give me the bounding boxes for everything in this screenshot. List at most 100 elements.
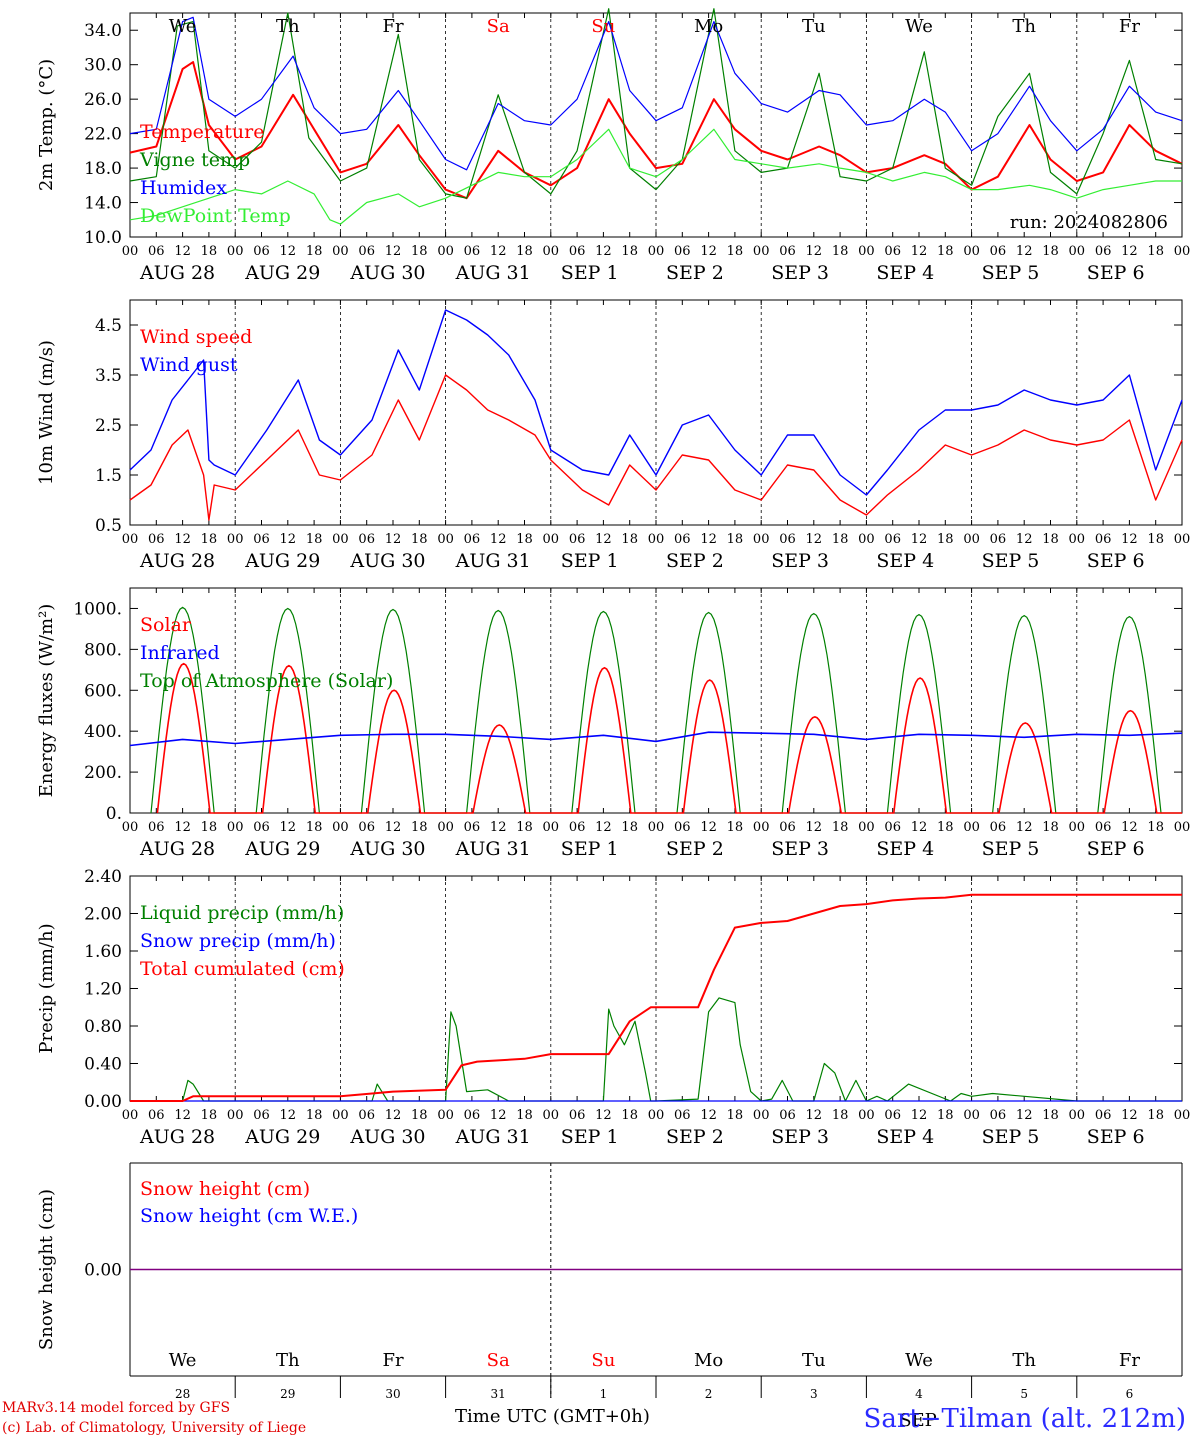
hour-tick-label: 18 (306, 532, 323, 547)
hour-tick-label: 12 (595, 244, 612, 259)
hour-tick-label: 00 (648, 1108, 665, 1123)
hour-tick-label: 06 (779, 1108, 796, 1123)
hour-tick-label: 00 (227, 244, 244, 259)
hour-tick-label: 18 (1147, 1108, 1164, 1123)
hour-tick-label: 12 (280, 820, 297, 835)
date-label: SEP 4 (876, 838, 934, 860)
series-line (129, 61, 1183, 200)
weekday-label: Mo (694, 1350, 723, 1371)
hour-tick-label: 18 (306, 820, 323, 835)
hour-tick-label: 06 (569, 1108, 586, 1123)
hour-tick-label: 12 (490, 1108, 507, 1123)
hour-tick-label: 18 (516, 532, 533, 547)
hour-tick-label: 18 (727, 820, 744, 835)
hour-tick-label: 00 (753, 1108, 770, 1123)
hour-tick-label: 00 (437, 820, 454, 835)
hour-tick-label: 18 (621, 1108, 638, 1123)
hour-tick-label: 06 (1095, 532, 1112, 547)
date-label: SEP 3 (771, 550, 829, 572)
weekday-label: Fr (382, 1350, 403, 1371)
hour-tick-label: 12 (280, 244, 297, 259)
date-label: AUG 31 (455, 262, 531, 284)
hour-tick-label: 00 (227, 1108, 244, 1123)
hour-tick-label: 18 (201, 820, 218, 835)
hour-tick-label: 00 (227, 820, 244, 835)
y-tick-label: 34.0 (84, 21, 122, 41)
hour-tick-label: 12 (1121, 1108, 1138, 1123)
hour-tick-label: 18 (621, 532, 638, 547)
date-label: AUG 30 (349, 1126, 425, 1148)
series-line (130, 893, 1182, 1102)
y-tick-label: 2.40 (84, 867, 122, 887)
hour-tick-label: 00 (1174, 532, 1191, 547)
hour-tick-label: 00 (332, 532, 349, 547)
y-tick-label: 1000. (73, 599, 122, 619)
day-number-label: 3 (810, 1387, 818, 1401)
y-tick-label: 0. (106, 804, 122, 824)
weekday-label: Th (1012, 1350, 1036, 1371)
hour-tick-label: 06 (990, 244, 1007, 259)
date-label: SEP 5 (982, 550, 1040, 572)
weekday-label: Th (276, 1350, 300, 1371)
weekday-label: We (169, 16, 197, 37)
y-tick-label: 0.5 (95, 516, 122, 536)
weekday-label: Su (591, 1350, 615, 1371)
hour-tick-label: 12 (806, 532, 823, 547)
hour-tick-label: 00 (648, 244, 665, 259)
date-label: AUG 30 (349, 838, 425, 860)
day-number-label: 1 (600, 1387, 608, 1401)
hour-tick-label: 12 (385, 244, 402, 259)
hour-tick-label: 12 (280, 1108, 297, 1123)
hour-tick-label: 06 (884, 244, 901, 259)
y-axis-title-2: 10m Wind (m/s) (36, 340, 57, 485)
hour-tick-label: 12 (700, 532, 717, 547)
series-line (156, 662, 1182, 814)
date-label: SEP 5 (982, 1126, 1040, 1148)
date-label: AUG 28 (139, 838, 215, 860)
hour-tick-label: 06 (253, 1108, 270, 1123)
hour-tick-label: 00 (963, 820, 980, 835)
y-tick-label: 0.40 (84, 1055, 122, 1075)
hour-tick-label: 12 (174, 820, 191, 835)
y-tick-label: 2.00 (84, 905, 122, 925)
hour-tick-label: 00 (122, 244, 139, 259)
credit-model: MARv3.14 model forced by GFS (2, 1400, 231, 1416)
hour-tick-label: 12 (911, 820, 928, 835)
hour-tick-label: 06 (464, 1108, 481, 1123)
hour-tick-label: 12 (1016, 244, 1033, 259)
series-line (129, 8, 1183, 199)
series-line (129, 128, 1182, 225)
y-tick-label: 30.0 (84, 56, 122, 76)
date-label: AUG 31 (455, 1126, 531, 1148)
hour-tick-label: 06 (358, 820, 375, 835)
hour-tick-label: 00 (122, 1108, 139, 1123)
series-line (129, 16, 1183, 171)
series-line (129, 309, 1183, 496)
hour-tick-label: 18 (1042, 244, 1059, 259)
date-label: SEP 4 (876, 1126, 934, 1148)
weekday-label: Mo (694, 16, 723, 37)
hour-tick-label: 00 (543, 1108, 560, 1123)
hour-tick-label: 06 (1095, 1108, 1112, 1123)
day-number-label: 4 (915, 1387, 923, 1401)
hour-tick-label: 06 (884, 1108, 901, 1123)
hour-tick-label: 00 (122, 532, 139, 547)
hour-tick-label: 18 (201, 1108, 218, 1123)
date-label: SEP 1 (561, 1126, 619, 1148)
hour-tick-label: 12 (806, 244, 823, 259)
hour-tick-label: 06 (148, 820, 165, 835)
y-tick-label: 1.20 (84, 980, 122, 1000)
hour-tick-label: 18 (1042, 532, 1059, 547)
legend-entry: Snow precip (mm/h) (140, 930, 336, 952)
legend-entry: Humidex (140, 177, 227, 199)
hour-tick-label: 00 (963, 532, 980, 547)
weekday-label: Fr (1119, 16, 1140, 37)
hour-tick-label: 00 (858, 820, 875, 835)
date-label: SEP 2 (666, 1126, 724, 1148)
weekday-label: Th (1012, 16, 1036, 37)
hour-tick-label: 18 (411, 532, 428, 547)
legend-entry: Top of Atmosphere (Solar) (140, 670, 393, 692)
day-number-label: 2 (705, 1387, 713, 1401)
date-label: SEP 3 (771, 262, 829, 284)
legend-entry: Snow height (cm) (140, 1178, 310, 1200)
